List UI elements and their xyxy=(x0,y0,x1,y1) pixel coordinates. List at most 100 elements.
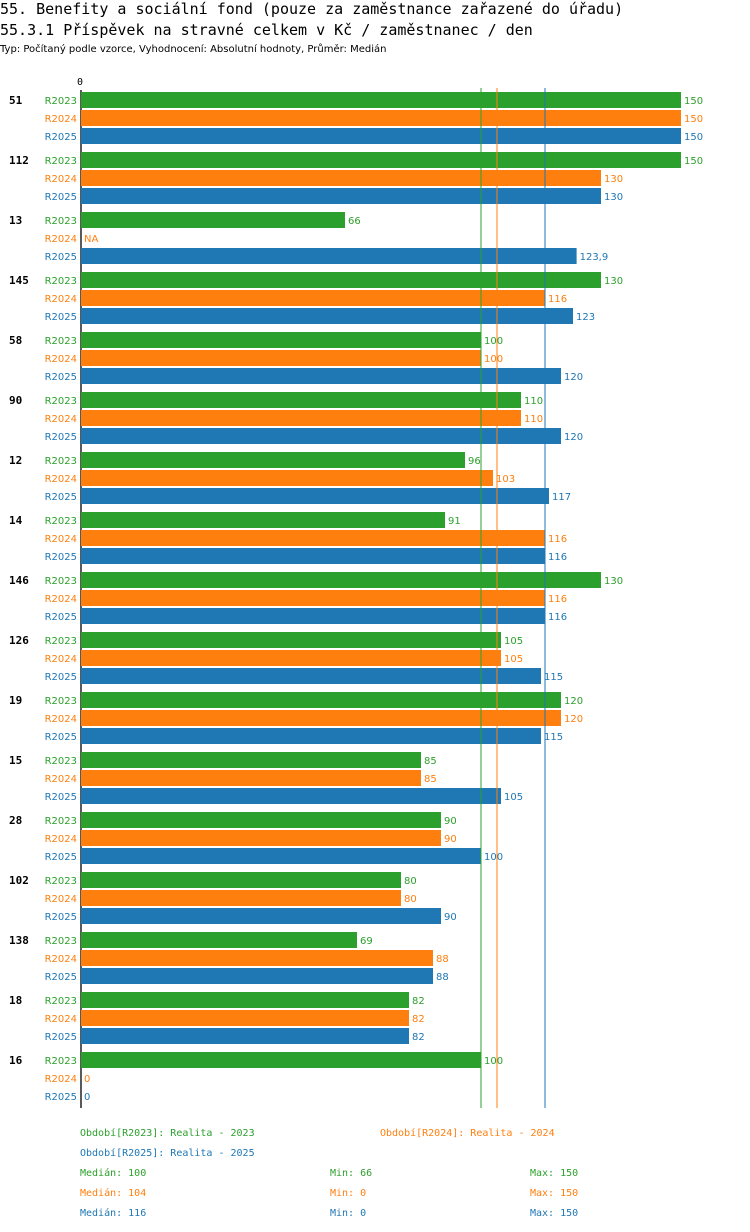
bar xyxy=(81,512,445,528)
legend-period-r2025: Období[R2025]: Realita - 2025 xyxy=(80,1148,255,1159)
bar xyxy=(81,332,481,348)
series-label: R2023 xyxy=(45,216,77,227)
data-label: 120 xyxy=(564,372,583,383)
chart-subtitle: 55.3.1 Příspěvek na stravné celkem v Kč … xyxy=(0,21,533,39)
group-label: 145 xyxy=(9,274,29,287)
bar xyxy=(81,290,545,306)
series-label: R2024 xyxy=(45,834,77,845)
group-label: 146 xyxy=(9,574,29,587)
series-label: R2025 xyxy=(45,972,77,983)
bar xyxy=(81,1028,409,1044)
data-label: 85 xyxy=(424,774,437,785)
data-label: 120 xyxy=(564,432,583,443)
group-label: 28 xyxy=(9,814,22,827)
group-label: 112 xyxy=(9,154,29,167)
bar xyxy=(81,710,561,726)
data-label: 90 xyxy=(444,816,457,827)
bar xyxy=(81,428,561,444)
data-label: 116 xyxy=(548,612,567,623)
data-label: 82 xyxy=(412,996,425,1007)
data-label: 100 xyxy=(484,354,503,365)
data-label: 88 xyxy=(436,972,449,983)
bar xyxy=(81,170,601,186)
data-label: 96 xyxy=(468,456,481,467)
series-label: R2024 xyxy=(45,714,77,725)
bar xyxy=(81,410,521,426)
bar xyxy=(81,188,601,204)
bar xyxy=(81,248,577,264)
series-label: R2025 xyxy=(45,612,77,623)
legend-period-r2024: Období[R2024]: Realita - 2024 xyxy=(380,1128,555,1139)
bar xyxy=(81,1052,481,1068)
series-label: R2023 xyxy=(45,876,77,887)
group-label: 19 xyxy=(9,694,22,707)
group-label: 102 xyxy=(9,874,29,887)
data-label: 150 xyxy=(684,114,703,125)
legend-period-r2023: Období[R2023]: Realita - 2023 xyxy=(80,1128,255,1139)
group-label: 16 xyxy=(9,1054,23,1067)
data-label: 150 xyxy=(684,132,703,143)
data-label: 110 xyxy=(524,396,543,407)
stat-min-r2024: Min: 0 xyxy=(330,1188,367,1199)
bar xyxy=(81,728,541,744)
group-label: 90 xyxy=(9,394,22,407)
group-label: 14 xyxy=(9,514,23,527)
series-label: R2023 xyxy=(45,636,77,647)
series-label: R2023 xyxy=(45,276,77,287)
data-label: 82 xyxy=(412,1014,425,1025)
group-label: 12 xyxy=(9,454,22,467)
data-label: 85 xyxy=(424,756,437,767)
bar xyxy=(81,812,441,828)
series-label: R2024 xyxy=(45,1074,77,1085)
series-label: R2025 xyxy=(45,372,77,383)
series-label: R2024 xyxy=(45,1014,77,1025)
data-label: 105 xyxy=(504,636,523,647)
bar xyxy=(81,452,465,468)
bar xyxy=(81,470,493,486)
series-label: R2025 xyxy=(45,492,77,503)
series-label: R2024 xyxy=(45,894,77,905)
data-label: 115 xyxy=(544,672,563,683)
series-label: R2023 xyxy=(45,516,77,527)
data-label: 150 xyxy=(684,96,703,107)
bar xyxy=(81,548,545,564)
bar xyxy=(81,212,345,228)
series-label: R2025 xyxy=(45,852,77,863)
series-label: R2023 xyxy=(45,816,77,827)
series-label: R2024 xyxy=(45,294,77,305)
series-label: R2025 xyxy=(45,1032,77,1043)
series-label: R2023 xyxy=(45,336,77,347)
series-label: R2023 xyxy=(45,576,77,587)
data-label: 117 xyxy=(552,492,571,503)
bar xyxy=(81,908,441,924)
series-label: R2025 xyxy=(45,672,77,683)
bar xyxy=(81,770,421,786)
data-label: 130 xyxy=(604,174,623,185)
group-label: 126 xyxy=(9,634,29,647)
data-label: 105 xyxy=(504,654,523,665)
series-label: R2023 xyxy=(45,96,77,107)
data-label: 66 xyxy=(348,216,361,227)
series-label: R2023 xyxy=(45,156,77,167)
data-label: 82 xyxy=(412,1032,425,1043)
series-label: R2023 xyxy=(45,396,77,407)
data-label: 88 xyxy=(436,954,449,965)
series-label: R2023 xyxy=(45,756,77,767)
bar xyxy=(81,368,561,384)
series-label: R2025 xyxy=(45,732,77,743)
bar xyxy=(81,890,401,906)
bar xyxy=(81,590,545,606)
bar xyxy=(81,530,545,546)
series-label: R2025 xyxy=(45,132,77,143)
series-label: R2025 xyxy=(45,552,77,563)
bar xyxy=(81,152,681,168)
data-label: 116 xyxy=(548,594,567,605)
data-label: 103 xyxy=(496,474,515,485)
bar xyxy=(81,308,573,324)
data-label: 115 xyxy=(544,732,563,743)
group-label: 138 xyxy=(9,934,29,947)
data-label: 110 xyxy=(524,414,543,425)
data-label: 90 xyxy=(444,912,457,923)
bar xyxy=(81,650,501,666)
